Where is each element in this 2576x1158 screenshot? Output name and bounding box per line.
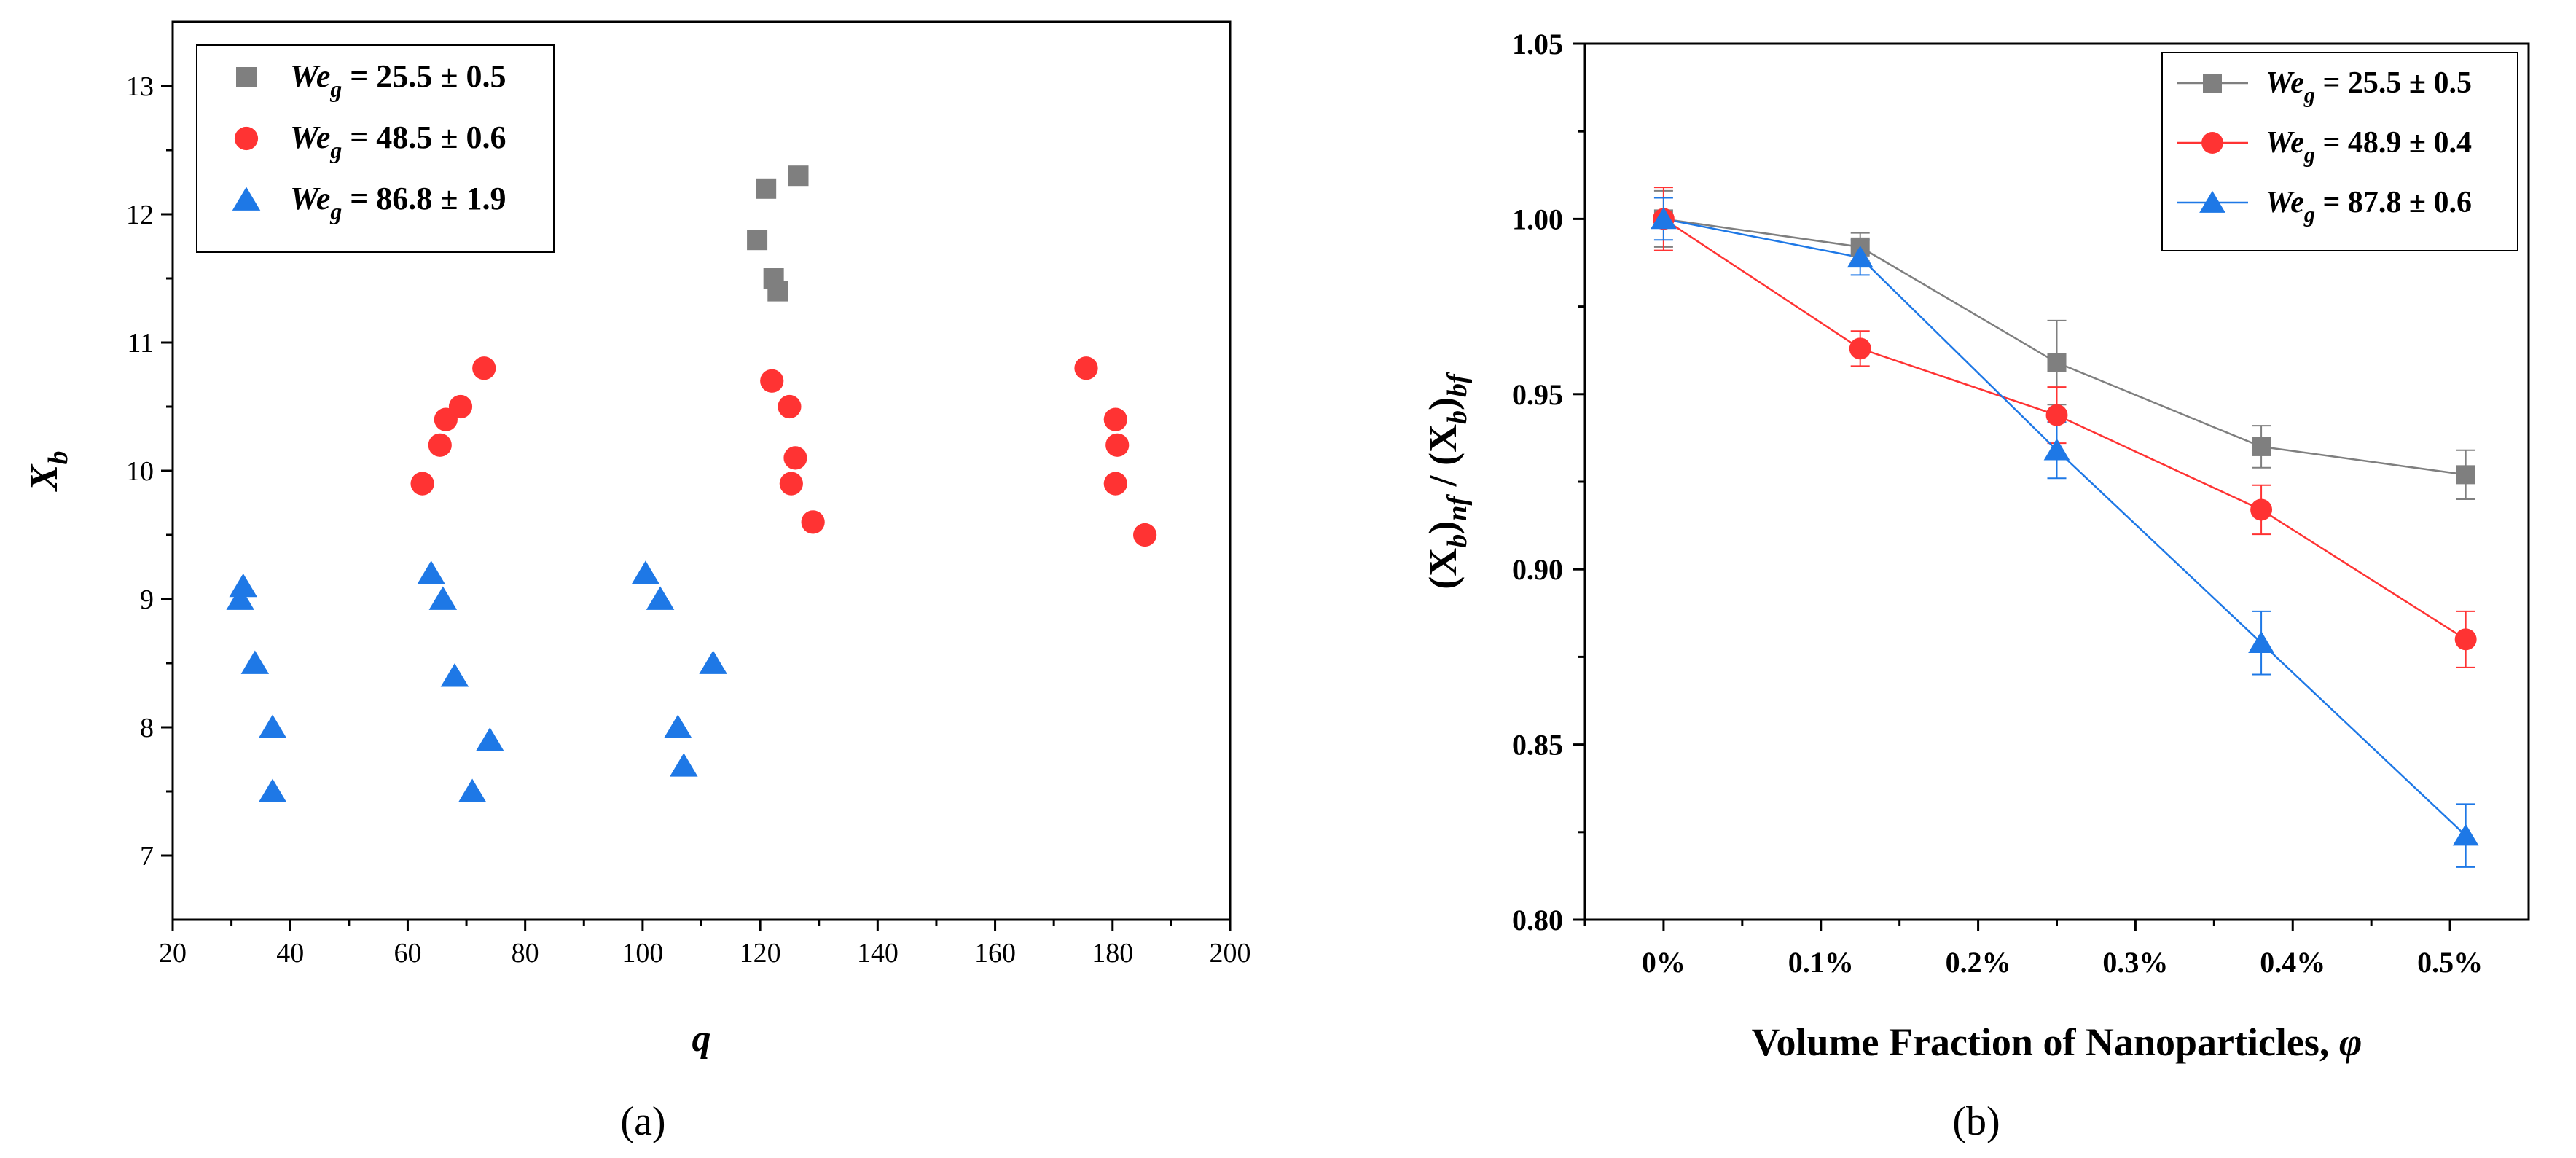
data-point-b-series3: [2043, 438, 2070, 461]
x-tick-label-a: 200: [1210, 938, 1251, 969]
legend-marker-b: [2203, 74, 2222, 93]
data-point-a-series3: [699, 650, 727, 674]
y-tick-label-a: 10: [126, 456, 154, 487]
x-tick-label-b: 0.2%: [1946, 946, 2011, 979]
data-point-a-series2: [1103, 407, 1127, 431]
data-point-a-series3: [417, 560, 445, 584]
legend-marker-a: [236, 67, 257, 87]
x-tick-label-a: 160: [974, 938, 1016, 969]
y-tick-label-b: 1.05: [1512, 28, 1563, 60]
x-tick-label-a: 20: [159, 938, 187, 969]
data-point-a-series2: [410, 472, 434, 496]
data-point-a-series3: [631, 560, 660, 584]
legend-a-label: Weg = 86.8 ± 1.9: [290, 181, 506, 224]
y-tick-label-a: 8: [140, 713, 154, 743]
legend-marker-b: [2199, 190, 2225, 213]
y-tick-label-a: 11: [127, 328, 154, 359]
legend-marker-b: [2201, 132, 2223, 154]
data-point-a-series2: [801, 510, 825, 534]
data-point-a-series1: [788, 165, 809, 187]
x-tick-label-a: 120: [740, 938, 781, 969]
data-point-a-series2: [783, 446, 807, 470]
data-point-a-series3: [258, 778, 287, 802]
data-point-a-series2: [779, 472, 803, 496]
series-line-b1: [1663, 218, 2466, 476]
data-point-a-series1: [767, 281, 788, 302]
x-tick-label-a: 80: [512, 938, 539, 969]
data-point-a-series3: [670, 753, 698, 777]
y-tick-label-b: 0.95: [1512, 378, 1563, 411]
y-tick-label-b: 0.80: [1512, 904, 1563, 936]
data-point-a-series1: [747, 230, 768, 251]
data-point-a-series3: [229, 573, 257, 598]
x-tick-label-a: 180: [1092, 938, 1133, 969]
data-point-b-series3: [2452, 823, 2479, 846]
data-point-b-series1: [2456, 465, 2475, 485]
legend-b-label: Weg = 87.8 ± 0.6: [2266, 186, 2472, 227]
y-tick-label-a: 7: [140, 841, 154, 872]
panel-label-b: (b): [1952, 1099, 2000, 1144]
data-point-a-series2: [428, 433, 452, 457]
x-tick-label-a: 100: [622, 938, 663, 969]
data-point-b-series2: [2250, 498, 2273, 521]
series-line-b3: [1663, 218, 2467, 837]
x-tick-label-a: 60: [394, 938, 421, 969]
y-tick-label-b: 0.90: [1512, 553, 1563, 586]
x-tick-label-b: 0%: [1642, 946, 1686, 979]
x-tick-label-b: 0.5%: [2417, 946, 2483, 979]
y-axis-label-a: Xb: [22, 450, 74, 492]
data-point-b-series2: [2045, 404, 2068, 426]
data-point-b-series2: [1849, 337, 1871, 360]
data-point-a-series1: [756, 178, 777, 199]
y-tick-label-b: 1.00: [1512, 203, 1563, 235]
data-point-a-series2: [472, 356, 496, 380]
data-point-b-series1: [2047, 353, 2067, 372]
data-point-a-series3: [258, 714, 287, 738]
data-point-a-series2: [1105, 433, 1130, 457]
data-point-a-series2: [448, 394, 473, 419]
data-point-a-series3: [428, 586, 458, 610]
data-point-b-series1: [2252, 437, 2271, 456]
y-tick-label-b: 0.85: [1512, 729, 1563, 762]
scatter-panel-a: 20 40 60 80 100 120 140 160 180 200 7 8 9 10 11 12 13 q Xb…: [22, 20, 1251, 1144]
data-point-b-series3: [1847, 246, 1874, 268]
x-axis-label-b: Volume Fraction of Nanoparticles, φ: [1751, 1020, 2362, 1064]
x-tick-label-a: 40: [276, 938, 304, 969]
y-tick-label-a: 12: [126, 200, 154, 230]
legend-b-label: Weg = 48.9 ± 0.4: [2266, 126, 2472, 167]
legend-a-label: Weg = 25.5 ± 0.5: [290, 58, 506, 102]
line-panel-b: 0% 0.1% 0.2% 0.3% 0.4% 0.5% 0.80 0.85 0.90 0.95 1.…: [1421, 28, 2530, 1144]
x-axis-label-a: q: [692, 1018, 711, 1060]
legend-marker-a: [232, 187, 261, 211]
data-point-b-series3: [1651, 207, 1677, 230]
data-point-b-series3: [2248, 630, 2274, 653]
legend-marker-a: [234, 126, 259, 151]
data-point-a-series3: [476, 727, 504, 751]
data-point-a-series2: [778, 394, 802, 419]
data-point-a-series2: [1103, 472, 1127, 496]
data-point-a-series2: [760, 369, 784, 393]
data-point-a-series3: [226, 586, 254, 610]
data-point-a-series3: [646, 586, 675, 610]
legend-a-label: Weg = 48.5 ± 0.6: [290, 120, 506, 163]
data-point-a-series3: [240, 650, 270, 674]
y-tick-label-a: 13: [126, 71, 154, 102]
series-line-b2: [1663, 218, 2467, 641]
panel-label-a: (a): [620, 1099, 665, 1144]
data-point-a-series2: [1133, 523, 1157, 547]
data-point-a-series3: [440, 663, 469, 687]
x-tick-label-b: 0.4%: [2260, 946, 2325, 979]
data-point-a-series3: [664, 714, 692, 738]
y-tick-label-a: 9: [140, 584, 154, 615]
data-point-a-series2: [1074, 356, 1098, 380]
data-point-a-series3: [458, 778, 487, 802]
x-tick-label-b: 0.1%: [1788, 946, 1854, 979]
x-tick-label-b: 0.3%: [2102, 946, 2168, 979]
legend-b-label: Weg = 25.5 ± 0.5: [2266, 66, 2472, 107]
y-axis-label-b: (Xb)nf / (Xb)bf: [1421, 372, 1473, 590]
x-tick-label-a: 140: [857, 938, 899, 969]
data-point-b-series2: [2454, 628, 2477, 651]
